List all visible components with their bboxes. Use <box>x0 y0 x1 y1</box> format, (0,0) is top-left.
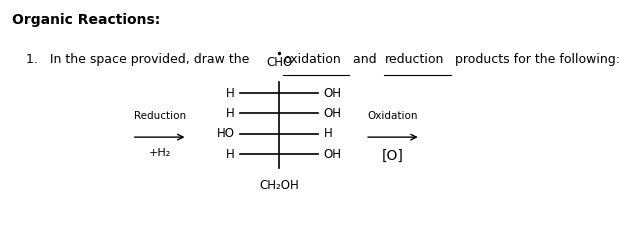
Text: 1.   In the space provided, draw the: 1. In the space provided, draw the <box>27 53 254 66</box>
Text: Organic Reactions:: Organic Reactions: <box>13 13 161 27</box>
Text: +H₂: +H₂ <box>148 148 171 158</box>
Text: oxidation: oxidation <box>283 53 341 66</box>
Text: H: H <box>226 147 235 161</box>
Text: OH: OH <box>323 107 342 120</box>
Text: OH: OH <box>323 87 342 100</box>
Text: H: H <box>226 107 235 120</box>
Text: and: and <box>349 53 380 66</box>
Text: H: H <box>323 127 332 140</box>
Text: reduction: reduction <box>384 53 444 66</box>
Text: HO: HO <box>217 127 235 140</box>
Text: CH₂OH: CH₂OH <box>259 179 299 192</box>
Text: Reduction: Reduction <box>134 111 186 121</box>
Text: H: H <box>226 87 235 100</box>
Text: products for the following:: products for the following: <box>451 53 621 66</box>
Text: [O]: [O] <box>382 148 404 162</box>
Text: CHO: CHO <box>266 56 292 69</box>
Text: OH: OH <box>323 147 342 161</box>
Text: Oxidation: Oxidation <box>368 111 418 121</box>
